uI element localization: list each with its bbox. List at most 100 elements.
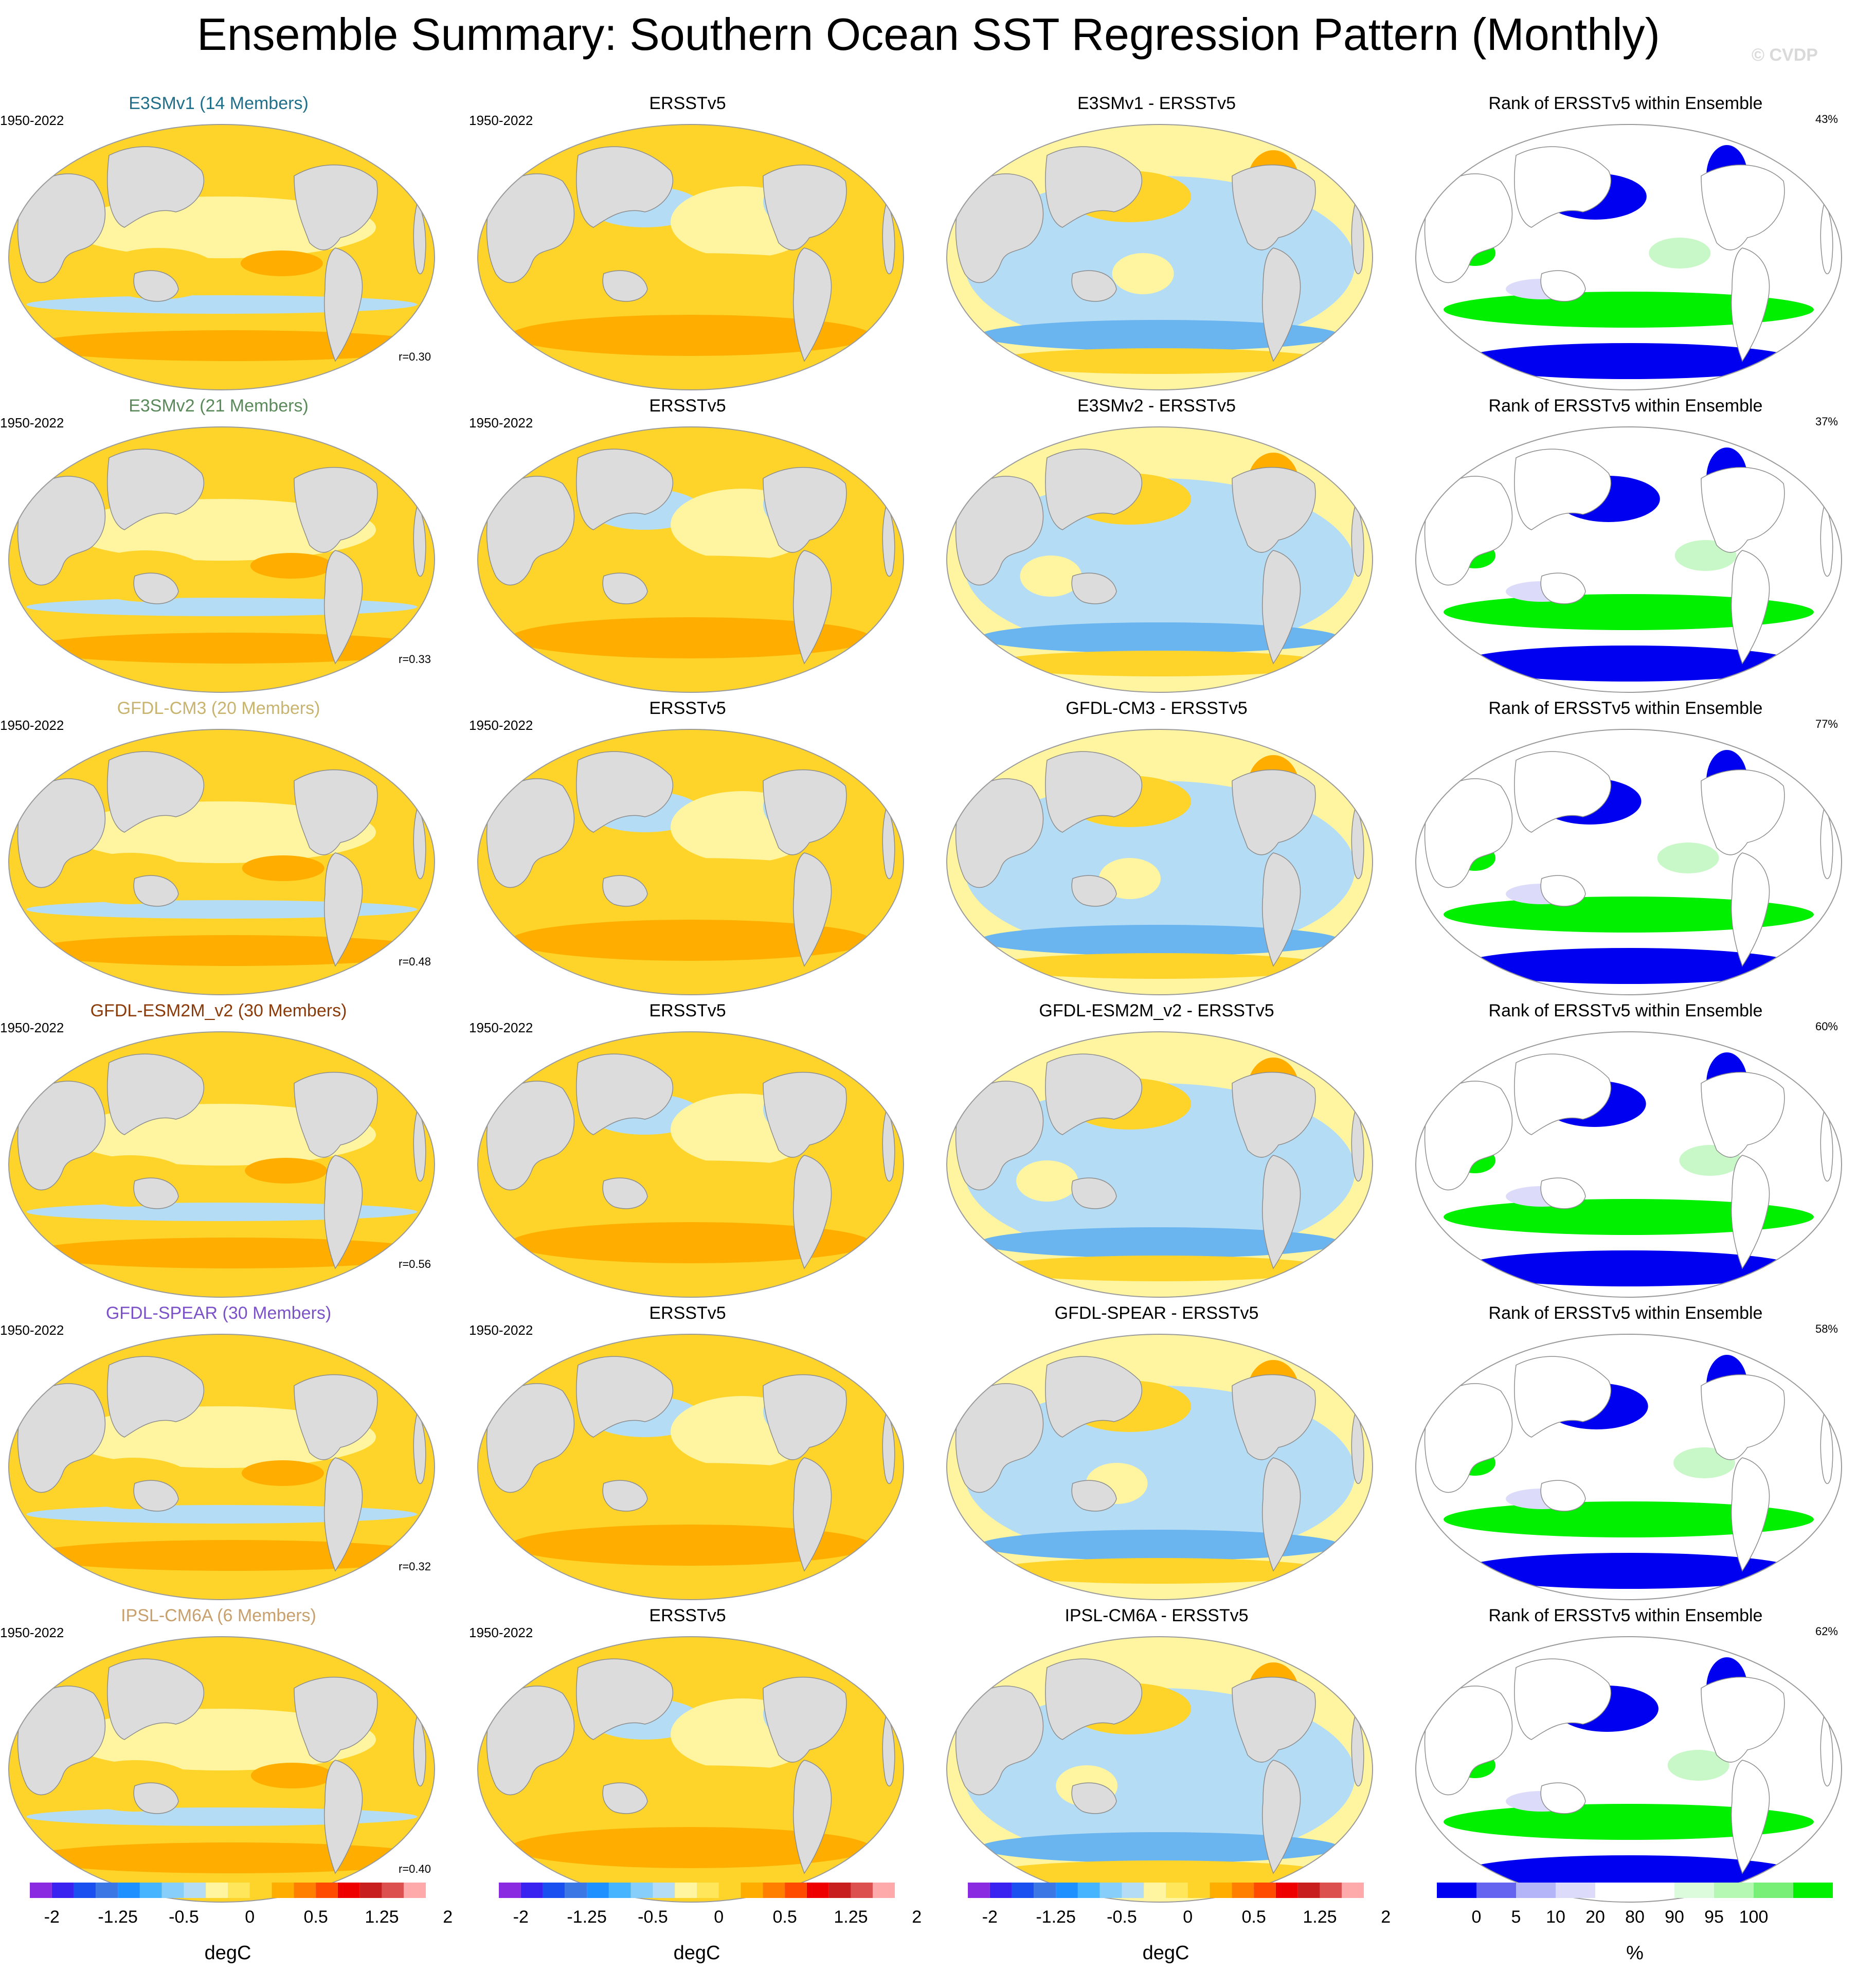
- rank-percent: 60%: [1815, 1020, 1838, 1033]
- obs-map: [477, 1636, 904, 1903]
- colorbar-tick-label: 100: [1739, 1907, 1769, 1927]
- colorbar-box: [206, 1883, 228, 1898]
- obs-map: [477, 1334, 904, 1600]
- colorbar-boxes: [1437, 1883, 1833, 1898]
- obs-panel: ERSSTv5 1950-2022: [469, 1605, 906, 1907]
- colorbar-tick-label: -1.25: [1036, 1907, 1076, 1927]
- colorbar-box: [272, 1883, 294, 1898]
- colorbar-tick-label: -1.25: [567, 1907, 607, 1927]
- diff-map: [946, 1031, 1373, 1298]
- pattern-correlation: r=0.40: [399, 1862, 431, 1875]
- colorbar-tick-label: 95: [1704, 1907, 1724, 1927]
- colorbar-box: [697, 1883, 719, 1898]
- model-panel: GFDL-SPEAR (30 Members) 1950-2022 r=0.32: [0, 1302, 437, 1605]
- colorbar-box: [520, 1883, 543, 1898]
- diff-map-container: [944, 422, 1375, 697]
- colorbar-tick-label: 5: [1511, 1907, 1521, 1927]
- rank-panel: Rank of ERSSTv5 within Ensemble 62%: [1407, 1605, 1844, 1907]
- rank-panel: Rank of ERSSTv5 within Ensemble 43%: [1407, 93, 1844, 395]
- colorbar-unit: degC: [673, 1942, 720, 1964]
- model-map-container: [6, 1632, 437, 1907]
- colorbar-box: [630, 1883, 653, 1898]
- diff-map: [946, 426, 1373, 693]
- diff-panel: IPSL-CM6A - ERSSTv5: [938, 1605, 1375, 1907]
- model-panel: IPSL-CM6A (6 Members) 1950-2022 r=0.40: [0, 1605, 437, 1907]
- obs-title: ERSSTv5: [649, 1606, 726, 1625]
- obs-map: [477, 426, 904, 693]
- rank-percent: 37%: [1815, 415, 1838, 428]
- colorbar-box: [587, 1883, 609, 1898]
- diff-panel: E3SMv1 - ERSSTv5: [938, 93, 1375, 395]
- colorbar-tick-label: 2: [1381, 1907, 1391, 1927]
- rank-title: Rank of ERSSTv5 within Ensemble: [1488, 94, 1763, 113]
- rank-map: [1415, 124, 1842, 390]
- colorbar-box: [806, 1883, 829, 1898]
- model-map-container: [6, 1329, 437, 1605]
- rank-title: Rank of ERSSTv5 within Ensemble: [1488, 1303, 1763, 1323]
- colorbar-box: [1320, 1883, 1342, 1898]
- pattern-correlation: r=0.32: [399, 1560, 431, 1573]
- colorbar-box: [1275, 1883, 1298, 1898]
- colorbar-diff: -2 -1.25 -0.5 0 0.5 1.25 2 degC: [947, 1877, 1391, 1980]
- diff-map: [946, 124, 1373, 390]
- colorbar-box: [1437, 1883, 1476, 1898]
- model-panel: GFDL-CM3 (20 Members) 1950-2022 r=0.48: [0, 697, 437, 1000]
- diff-map-container: [944, 1027, 1375, 1302]
- colorbar-box: [785, 1883, 807, 1898]
- rank-panel: Rank of ERSSTv5 within Ensemble 58%: [1407, 1302, 1844, 1605]
- colorbar-tick-label: 0: [1471, 1907, 1482, 1927]
- colorbar-box: [316, 1883, 338, 1898]
- obs-title: ERSSTv5: [649, 699, 726, 718]
- period-label: 1950-2022: [0, 113, 64, 128]
- model-map-container: [6, 422, 437, 697]
- colorbar-tick-label: 1.25: [834, 1907, 868, 1927]
- model-title: E3SMv2 (21 Members): [129, 396, 309, 416]
- colorbar-box: [1122, 1883, 1144, 1898]
- colorbar-box: [1754, 1883, 1793, 1898]
- colorbar-box: [565, 1883, 587, 1898]
- colorbar-tick-label: 20: [1585, 1907, 1605, 1927]
- colorbar-box: [1056, 1883, 1078, 1898]
- period-label: 1950-2022: [469, 1625, 533, 1640]
- obs-panel: ERSSTv5 1950-2022: [469, 93, 906, 395]
- rank-map: [1415, 1031, 1842, 1298]
- colorbar-tick-label: -2: [513, 1907, 529, 1927]
- colorbar-boxes: [499, 1883, 895, 1898]
- pattern-correlation: r=0.30: [399, 350, 431, 363]
- diff-map: [946, 1334, 1373, 1600]
- diff-map-container: [944, 1632, 1375, 1907]
- diff-title: GFDL-CM3 - ERSSTv5: [1066, 699, 1248, 718]
- model-map-container: [6, 119, 437, 395]
- obs-map-container: [475, 119, 906, 395]
- model-map: [8, 1031, 435, 1298]
- colorbar-box: [1793, 1883, 1833, 1898]
- obs-map-container: [475, 724, 906, 1000]
- obs-panel: ERSSTv5 1950-2022: [469, 1302, 906, 1605]
- obs-panel: ERSSTv5 1950-2022: [469, 1000, 906, 1302]
- obs-title: ERSSTv5: [649, 1303, 726, 1323]
- period-label: 1950-2022: [0, 718, 64, 733]
- diff-map: [946, 1636, 1373, 1903]
- cvdp-watermark: © CVDP: [1752, 45, 1818, 65]
- colorbar-box: [1187, 1883, 1210, 1898]
- obs-title: ERSSTv5: [649, 396, 726, 416]
- rank-panel: Rank of ERSSTv5 within Ensemble 60%: [1407, 1000, 1844, 1302]
- figure-title: Ensemble Summary: Southern Ocean SST Reg…: [197, 9, 1660, 60]
- colorbar-unit: degC: [204, 1942, 251, 1964]
- rank-map-container: [1413, 422, 1844, 697]
- colorbar-tick-label: -2: [44, 1907, 60, 1927]
- rank-percent: 77%: [1815, 718, 1838, 730]
- rank-panel: Rank of ERSSTv5 within Ensemble 77%: [1407, 697, 1844, 1000]
- diff-title: IPSL-CM6A - ERSSTv5: [1065, 1606, 1249, 1625]
- colorbar-box: [382, 1883, 404, 1898]
- colorbar-box: [118, 1883, 140, 1898]
- pattern-correlation: r=0.56: [399, 1258, 431, 1270]
- rank-percent: 62%: [1815, 1625, 1838, 1638]
- model-panel: E3SMv2 (21 Members) 1950-2022 r=0.33: [0, 395, 437, 697]
- diff-title: GFDL-ESM2M_v2 - ERSSTv5: [1039, 1001, 1274, 1020]
- colorbar-box: [1342, 1883, 1364, 1898]
- colorbar-box: [1714, 1883, 1754, 1898]
- colorbar-tick-label: 0.5: [772, 1907, 797, 1927]
- colorbar-box: [763, 1883, 785, 1898]
- rank-map-container: [1413, 1027, 1844, 1302]
